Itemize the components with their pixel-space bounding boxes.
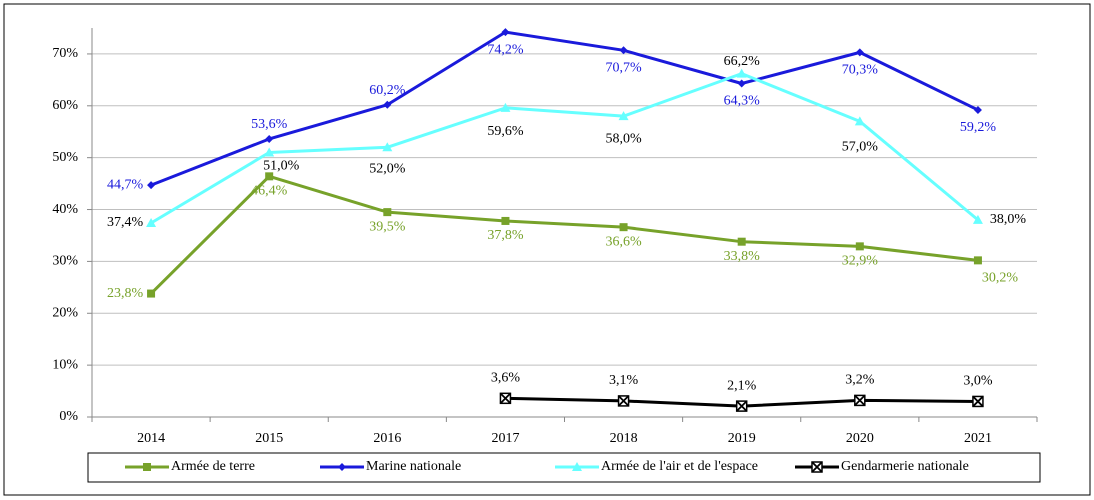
series-line [150,30,979,187]
data-point [973,256,982,265]
data-point [499,392,512,405]
data-point [735,400,748,412]
data-point [736,68,747,78]
data-label: 33,8% [724,249,761,264]
y-tick-label: 60% [52,98,78,113]
data-label: 51,0% [263,159,300,174]
data-label: 3,1% [609,373,639,388]
series-line [150,72,979,225]
data-point [617,395,630,407]
chart-border [3,3,1091,496]
data-label: 58,0% [605,131,642,146]
data-label: 2,1% [727,378,757,393]
data-label: 36,6% [605,234,642,249]
data-point [147,181,156,190]
data-label: 37,8% [487,228,524,243]
data-point [854,394,866,407]
x-tick-label: 2017 [491,431,519,446]
legend-marker [143,463,151,471]
data-point [854,116,865,126]
y-tick-label: 40% [52,202,78,217]
legend-label: Armée de terre [171,459,255,474]
x-tick-label: 2016 [373,431,401,446]
legend-marker [811,461,823,473]
data-label: 46,4% [251,184,288,199]
x-tick-label: 2014 [137,431,165,446]
data-point [972,395,984,408]
y-tick-label: 20% [52,305,78,320]
data-point [501,28,510,37]
y-tick-label: 0% [59,409,78,424]
data-point [382,142,393,152]
data-point [501,216,510,225]
data-point [383,100,392,109]
legend-label: Marine nationale [366,459,461,474]
x-tick-label: 2015 [255,431,283,446]
data-label: 70,7% [605,61,642,76]
data-label: 30,2% [982,271,1019,286]
data-point [618,111,629,121]
data-label: 3,0% [963,374,993,389]
data-label: 57,0% [842,140,879,155]
data-label: 32,9% [842,254,879,269]
data-point [855,48,864,57]
data-point [265,172,274,181]
data-label: 60,2% [369,83,406,98]
x-tick-label: 2021 [964,431,992,446]
data-point [737,79,746,88]
data-point [500,102,511,112]
data-point [264,147,275,157]
legend-label: Gendarmerie nationale [841,459,969,474]
data-label: 59,2% [960,120,997,135]
legend-marker [572,462,582,471]
data-point [973,105,982,114]
data-point [146,218,157,228]
data-label: 44,7% [107,177,144,192]
y-tick-label: 70% [52,46,78,61]
data-label: 39,5% [369,219,406,234]
data-point [619,223,628,232]
y-tick-label: 30% [52,254,78,269]
data-label: 3,6% [491,371,521,386]
data-label: 23,8% [107,286,144,301]
x-tick-label: 2020 [846,431,874,446]
y-tick-label: 50% [52,150,78,165]
data-point [855,242,864,251]
data-label: 53,6% [251,117,288,132]
data-point [737,237,746,246]
data-label: 74,2% [487,42,524,57]
data-label: 66,2% [724,54,761,69]
data-point [265,134,274,143]
y-tick-label: 10% [52,357,78,372]
data-label: 52,0% [369,162,406,177]
legend-marker [338,463,346,471]
data-point [619,46,628,55]
x-tick-label: 2019 [728,431,756,446]
data-point [147,289,156,298]
data-label: 38,0% [990,212,1027,227]
legend-label: Armée de l'air et de l'espace [601,459,758,474]
x-tick-label: 2018 [610,431,638,446]
data-label: 59,6% [487,124,524,139]
data-label: 37,4% [107,215,144,230]
data-point [972,214,983,224]
series-line [150,174,979,295]
data-label: 64,3% [724,94,761,109]
data-label: 3,2% [845,373,875,388]
data-point [383,208,392,217]
data-label: 70,3% [842,63,879,78]
